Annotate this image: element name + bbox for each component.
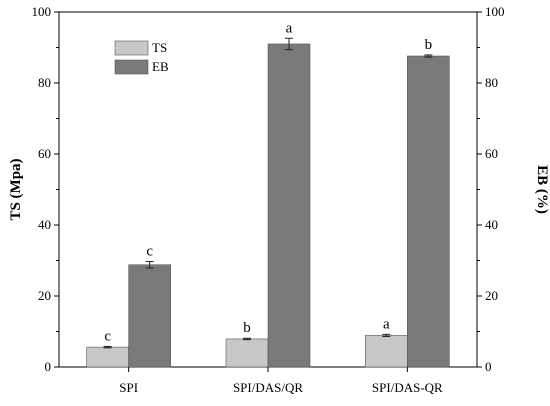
legend-label-eb: EB xyxy=(152,59,169,74)
bar-ts xyxy=(86,346,129,368)
y2-tick-label: 20 xyxy=(485,288,498,303)
bar-eb xyxy=(407,55,450,368)
y-tick-label: 0 xyxy=(45,359,52,374)
x-tick-label: SPI/DAS/QR xyxy=(233,380,303,395)
significance-letter: b xyxy=(243,320,251,336)
y2-axis-title: EB (%) xyxy=(534,165,550,214)
significance-letter: c xyxy=(104,328,111,344)
y-tick-label: 40 xyxy=(38,217,51,232)
bars-group: c c b a a b xyxy=(86,20,450,368)
legend-swatch-eb xyxy=(114,59,149,75)
bar-ts xyxy=(225,338,269,368)
y2-tick-label: 0 xyxy=(485,359,492,374)
significance-letter: a xyxy=(286,20,293,36)
y2-tick-label: 40 xyxy=(485,217,498,232)
axes-group: 0 20 40 60 80 100 0 20 40 60 80 100 SPI SPI/DAS/QR SPI… xyxy=(32,4,505,395)
legend-label-ts: TS xyxy=(152,40,167,55)
y-tick-label: 100 xyxy=(32,4,52,19)
legend-swatch-ts xyxy=(114,40,149,56)
y2-tick-label: 100 xyxy=(485,4,505,19)
y-axis-title: TS (Mpa) xyxy=(8,158,24,220)
x-tick-label: SPI xyxy=(119,380,138,395)
legend: TS EB xyxy=(114,40,169,75)
bar-ts xyxy=(365,335,408,368)
significance-letter: b xyxy=(425,37,433,53)
bar-eb xyxy=(128,264,171,368)
y2-tick-label: 80 xyxy=(485,75,498,90)
y-tick-label: 60 xyxy=(38,146,51,161)
y-tick-label: 20 xyxy=(38,288,51,303)
bar-eb xyxy=(267,43,311,368)
significance-letter: a xyxy=(383,316,390,332)
x-tick-label: SPI/DAS-QR xyxy=(372,380,443,395)
y2-tick-label: 60 xyxy=(485,146,498,161)
significance-letter: c xyxy=(146,244,153,260)
y-tick-label: 80 xyxy=(38,75,51,90)
